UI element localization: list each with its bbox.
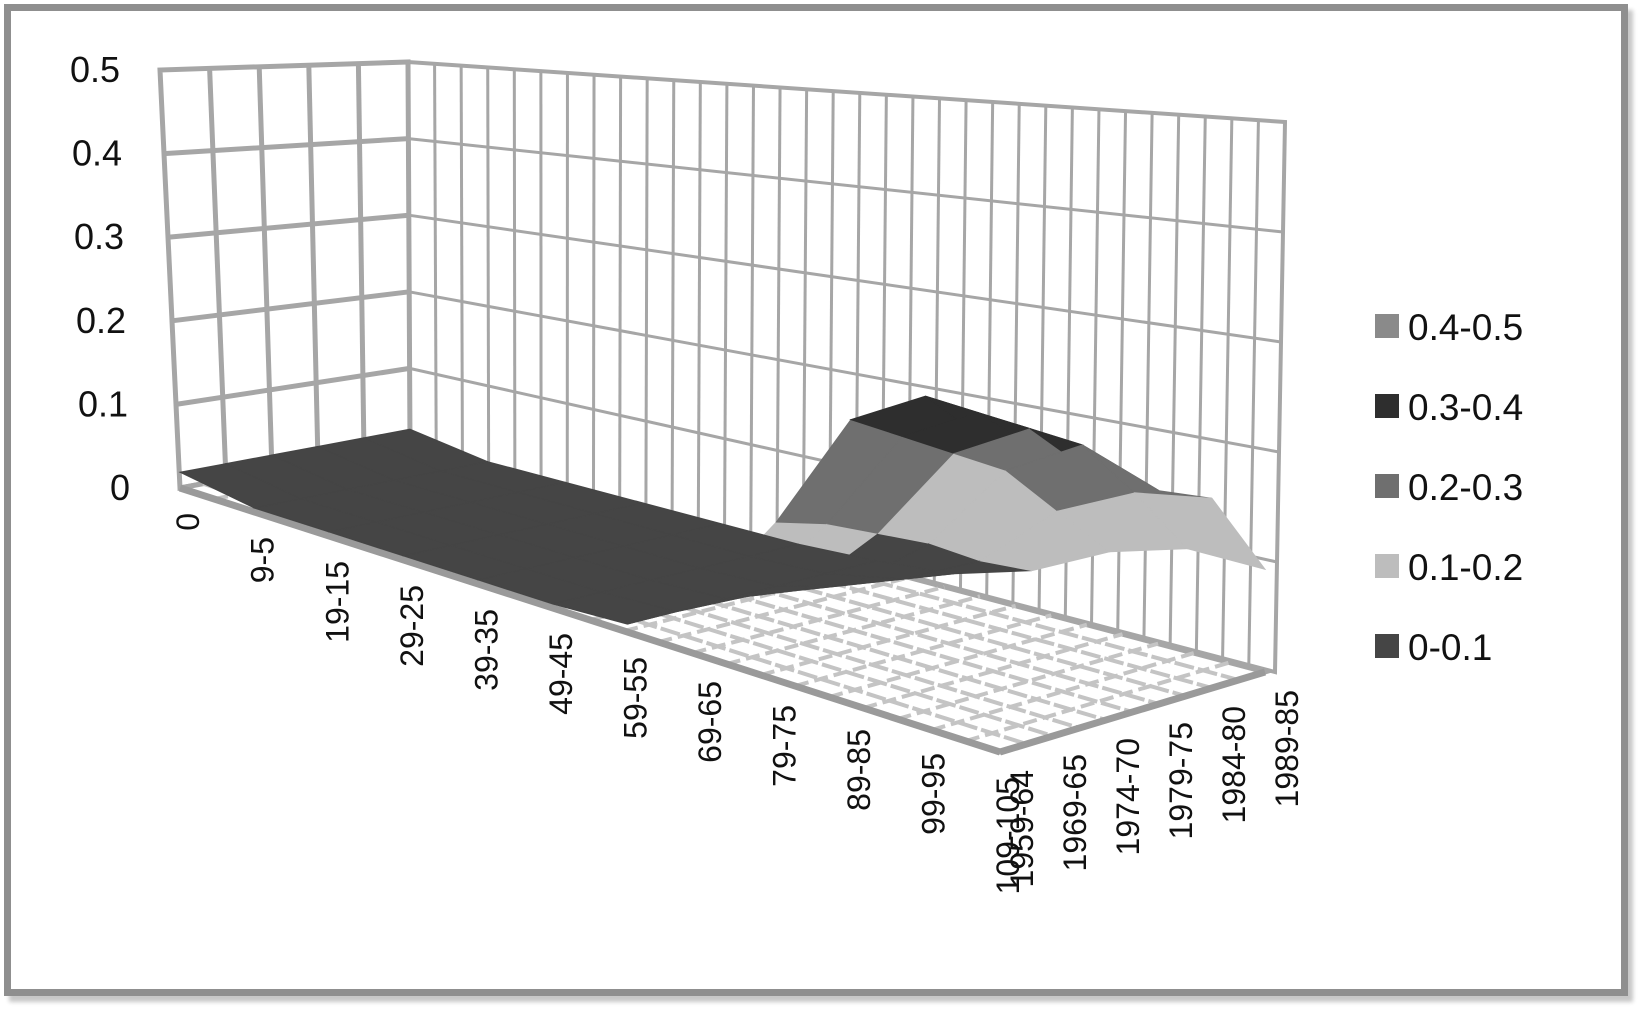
z-tick-label: 0.3 [74,216,124,257]
back-wall-gridline [408,290,1280,454]
back-wall-gridline [459,65,464,459]
left-wall-gridline [171,289,410,324]
front-edge [178,484,1002,756]
back-wall-gridline [1194,116,1207,652]
z-tick-label: 0.2 [76,300,126,341]
age-tick-label: 29-25 [394,585,430,667]
left-wall [157,59,413,491]
back-wall-gridline [1168,114,1181,645]
age-tick-label: 69-65 [692,681,728,763]
age-tick-label: 99-95 [916,753,952,835]
left-wall-gridline [355,63,367,454]
age-tick-label: 59-55 [617,657,653,739]
period-tick-label: 1959-64 [1004,770,1040,887]
legend-label: 0-0.1 [1408,627,1492,668]
period-tick-label: 1974-70 [1110,738,1146,855]
age-tick-label: 39-35 [468,609,504,691]
back-wall-gridline [644,78,649,507]
legend-label: 0.2-0.3 [1408,467,1523,508]
back-wall-gridline [433,63,438,452]
legend-swatch [1375,474,1399,498]
period-tick-label: 1989-85 [1269,690,1305,807]
age-tick-label: 79-75 [767,705,803,787]
age-tick-label: 109-105 [990,777,1026,894]
back-wall-gridline [1116,111,1128,631]
back-wall-gridline [670,80,676,514]
floor-gridline [896,641,1159,721]
period-tick-label: 1969-65 [1057,754,1093,871]
back-wall-gridline [512,69,517,473]
right-edge [998,668,1267,756]
legend-label: 0.4-0.5 [1408,307,1523,348]
period-tick-label: 1979-75 [1163,722,1199,839]
back-wall-gridline [696,81,702,521]
left-wall-gridline [163,136,409,157]
age-tick-label: 0 [170,513,206,531]
left-wall-gridline [256,66,275,471]
back-wall-gridline [408,137,1284,234]
back-wall-gridline [591,74,596,494]
legend-label: 0.3-0.4 [1408,387,1523,428]
legend-swatch [1375,394,1399,418]
z-tick-label: 0.1 [78,383,128,424]
back-wall-gridline [801,89,809,549]
age-axis-ticks: 0 9-5 19-15 29-25 39-35 49-45 59-55 69-65 79-75 8… [170,513,1026,894]
back-wall-gridline [618,76,623,501]
surface-facet [1133,492,1267,571]
back-wall-gridline [775,87,782,542]
floor-gridline [862,632,1124,710]
age-tick-label: 9-5 [245,537,281,583]
age-tick-label: 19-15 [319,561,355,643]
back-wall-gridline [408,213,1282,344]
legend: 0.4-0.5 0.3-0.4 0.2-0.3 0.1-0.2 0-0.1 [1375,307,1523,668]
floor-gridline [965,660,1230,743]
left-wall-gridline [175,365,410,407]
back-wall-gridline [486,67,491,466]
left-wall-gridline [167,212,410,240]
legend-swatch [1375,634,1399,658]
surface-plot [178,395,1267,625]
back-wall-gridline [723,83,729,528]
left-wall-gridline [306,65,321,463]
legend-swatch [1375,554,1399,578]
age-tick-label: 49-45 [543,633,579,715]
floor-gridline [931,651,1195,732]
z-tick-label: 0.5 [70,49,120,90]
legend-label: 0.1-0.2 [1408,547,1523,588]
back-wall-gridline [749,85,755,535]
legend-swatch [1375,314,1399,338]
period-axis-ticks: 1959-64 1969-65 1974-70 1979-75 1984-80 1989-… [1004,690,1305,887]
back-wall-gridline [1221,118,1234,659]
back-wall-gridline [1142,112,1154,638]
left-wall-gridline [207,68,229,480]
z-tick-label: 0.4 [72,133,122,174]
age-tick-label: 89-85 [841,729,877,811]
z-axis-ticks: 0 0.1 0.2 0.3 0.4 0.5 [70,49,130,508]
z-tick-label: 0 [110,467,130,508]
period-tick-label: 1984-80 [1216,706,1252,823]
back-wall-gridline [1247,120,1260,666]
